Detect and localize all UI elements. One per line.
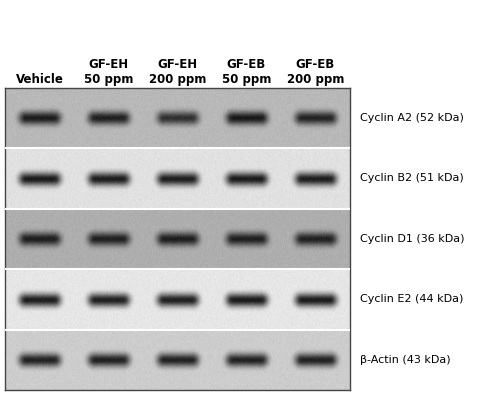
Text: Cyclin D1 (36 kDa): Cyclin D1 (36 kDa) [360, 234, 465, 244]
Text: Cyclin E2 (44 kDa): Cyclin E2 (44 kDa) [360, 294, 464, 304]
Text: GF-EH
50 ppm: GF-EH 50 ppm [84, 58, 133, 86]
Text: GF-EB
200 ppm: GF-EB 200 ppm [287, 58, 344, 86]
Text: Vehicle: Vehicle [16, 72, 64, 86]
Text: Cyclin A2 (52 kDa): Cyclin A2 (52 kDa) [360, 113, 464, 123]
Text: GF-EH
200 ppm: GF-EH 200 ppm [149, 58, 206, 86]
Text: β-Actin (43 kDa): β-Actin (43 kDa) [360, 355, 450, 365]
Text: Cyclin B2 (51 kDa): Cyclin B2 (51 kDa) [360, 173, 464, 183]
Text: GF-EB
50 ppm: GF-EB 50 ppm [222, 58, 271, 86]
